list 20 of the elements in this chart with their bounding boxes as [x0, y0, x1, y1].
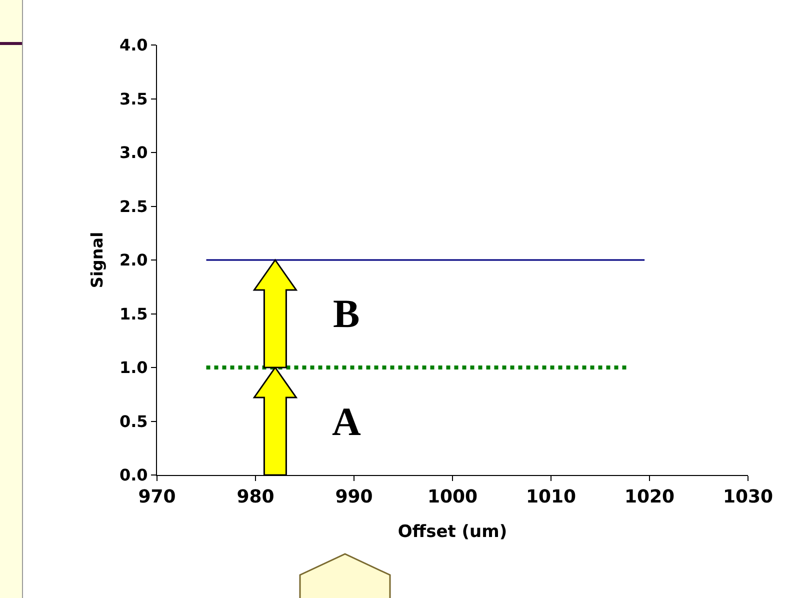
y-tick-label: 4.0 — [119, 36, 148, 55]
y-tick-label: 2.0 — [119, 250, 148, 270]
annotation: B — [333, 291, 360, 336]
x-tick-label: 990 — [335, 486, 373, 508]
x-axis-title: Offset (um) — [398, 522, 508, 542]
y-tick-label: 0.0 — [119, 466, 148, 485]
y-tick-label: 1.0 — [119, 358, 148, 378]
annotation: A — [332, 399, 361, 444]
x-tick-label: 1010 — [526, 486, 576, 508]
x-tick-label: 1000 — [427, 486, 478, 508]
x-tick-label: 1020 — [624, 486, 675, 508]
y-tick-label: 3.0 — [119, 143, 148, 162]
x-tick-label: 970 — [138, 486, 176, 508]
y-axis-title: Signal — [87, 232, 106, 288]
y-tick-label: 2.5 — [119, 196, 148, 216]
y-tick-label: 1.5 — [119, 304, 148, 324]
y-tick-label: 3.5 — [119, 89, 148, 108]
y-tick-label: 0.5 — [119, 412, 148, 431]
x-tick-label: 1030 — [722, 486, 774, 508]
x-tick-label: 980 — [236, 486, 274, 508]
